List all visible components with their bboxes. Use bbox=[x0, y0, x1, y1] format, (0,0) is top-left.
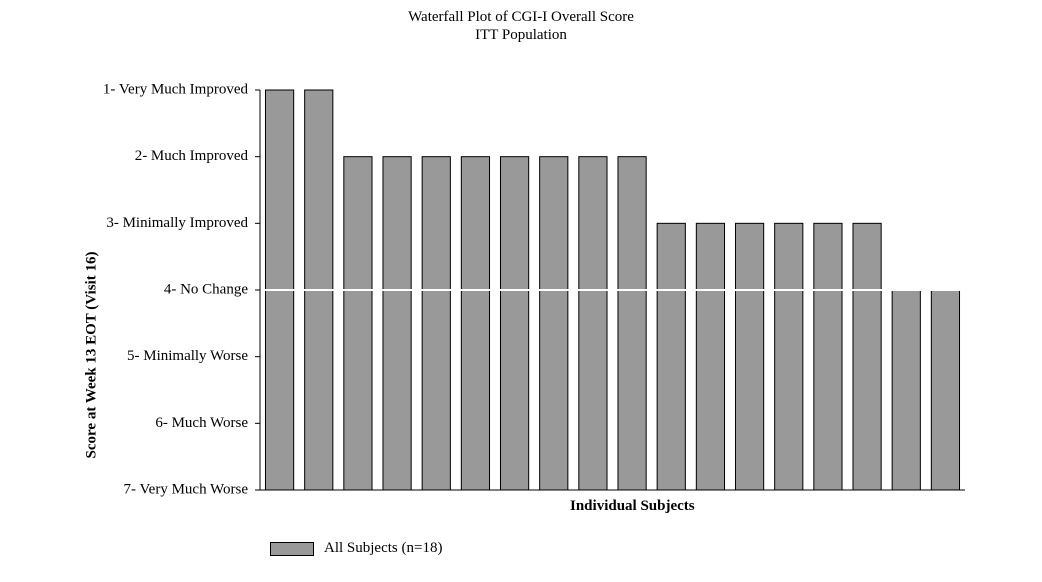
waterfall-plot-svg: 1- Very Much Improved 2- Much Improved 3- … bbox=[70, 70, 970, 500]
subject-bar bbox=[775, 223, 803, 490]
subject-bar bbox=[892, 290, 920, 490]
subject-bar bbox=[344, 157, 372, 490]
y-tick-label: 1- Very Much Improved bbox=[103, 81, 249, 97]
chart-title-block: Waterfall Plot of CGI-I Overall Score IT… bbox=[0, 0, 1042, 44]
y-tick-label: 7- Very Much Worse bbox=[124, 481, 249, 497]
subject-bar bbox=[383, 157, 411, 490]
chart-title-line1: Waterfall Plot of CGI-I Overall Score bbox=[0, 8, 1042, 26]
subject-bar bbox=[422, 157, 450, 490]
subject-bar bbox=[931, 290, 959, 490]
subject-bar bbox=[814, 223, 842, 490]
y-tick-label: 2- Much Improved bbox=[135, 148, 249, 164]
y-tick-label: 6- Much Worse bbox=[155, 415, 248, 431]
subject-bar bbox=[735, 223, 763, 490]
subject-bar bbox=[540, 157, 568, 490]
subject-bar bbox=[579, 157, 607, 490]
y-tick-label: 5- Minimally Worse bbox=[127, 348, 248, 364]
y-tick-label: 4- No Change bbox=[164, 281, 248, 297]
subject-bar bbox=[500, 157, 528, 490]
y-tick-label: 3- Minimally Improved bbox=[106, 215, 248, 231]
x-axis-title: Individual Subjects bbox=[570, 498, 695, 515]
subject-bar bbox=[657, 223, 685, 490]
subject-bar bbox=[461, 157, 489, 490]
legend: All Subjects (n=18) bbox=[270, 540, 442, 557]
subject-bar bbox=[618, 157, 646, 490]
chart-page: { "chart": { "type": "waterfall-bar", "t… bbox=[0, 0, 1042, 582]
legend-label: All Subjects (n=18) bbox=[324, 540, 442, 557]
legend-swatch bbox=[270, 542, 314, 556]
chart-area: Score at Week 13 EOT (Visit 16) 1- Very … bbox=[70, 70, 970, 500]
subject-bar bbox=[696, 223, 724, 490]
chart-title-line2: ITT Population bbox=[0, 26, 1042, 44]
subject-bar bbox=[853, 223, 881, 490]
